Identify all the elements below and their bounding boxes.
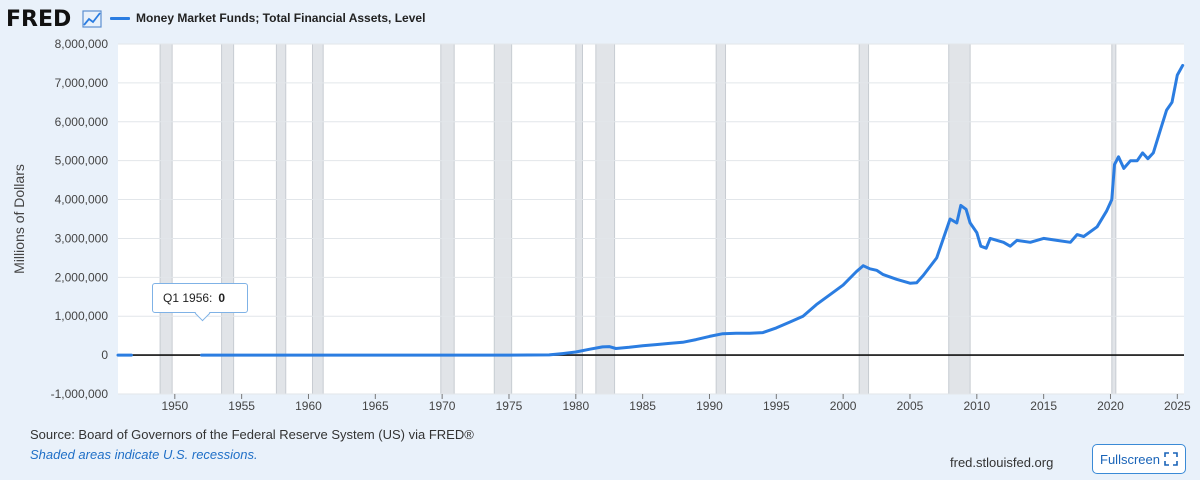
legend-series-label[interactable]: Money Market Funds; Total Financial Asse…	[136, 11, 426, 25]
chart-trend-icon	[82, 10, 102, 28]
x-tick-label: 1995	[763, 399, 790, 413]
plot-background	[118, 44, 1184, 394]
y-axis-ticks: -1,000,000 0 1,000,000 2,000,000 3,000,000 4,…	[51, 37, 109, 401]
x-tick-label: 1970	[429, 399, 456, 413]
x-tick-label: 1990	[696, 399, 723, 413]
source-text: Source: Board of Governors of the Federa…	[30, 427, 474, 442]
x-tick-label: 2020	[1097, 399, 1124, 413]
x-axis-ticks: 1950 1955 1960 1965 1970 1975 1980 1985 1990 1995…	[161, 394, 1191, 413]
tooltip-date: Q1 1956:	[163, 291, 213, 305]
y-tick-label: 3,000,000	[55, 231, 109, 245]
x-tick-label: 2010	[963, 399, 990, 413]
x-tick-label: 1985	[629, 399, 656, 413]
y-tick-label: 0	[101, 348, 108, 362]
recession-band	[440, 43, 455, 395]
recession-note: Shaded areas indicate U.S. recessions.	[30, 447, 258, 462]
line-chart[interactable]: -1,000,000 0 1,000,000 2,000,000 3,000,000 4,…	[0, 0, 1200, 420]
fullscreen-button[interactable]: Fullscreen	[1092, 444, 1186, 474]
recession-shading	[159, 43, 1117, 395]
x-tick-label: 1980	[562, 399, 589, 413]
x-tick-label: 1960	[295, 399, 322, 413]
recession-band	[221, 43, 235, 395]
recession-band	[715, 43, 727, 395]
tooltip-value: 0	[218, 291, 226, 305]
x-tick-label: 1965	[362, 399, 389, 413]
data-tooltip: Q1 1956: 0	[152, 283, 248, 322]
recession-band	[159, 43, 173, 395]
fred-logo[interactable]: FRED	[6, 7, 72, 32]
legend-swatch	[110, 16, 130, 20]
series-lines[interactable]	[116, 63, 1185, 357]
x-tick-label: 1955	[228, 399, 255, 413]
gridlines	[118, 43, 1184, 395]
y-tick-label: 8,000,000	[55, 37, 109, 51]
y-tick-label: 5,000,000	[55, 154, 109, 168]
x-tick-label: 1975	[496, 399, 523, 413]
recession-band	[575, 43, 583, 395]
recession-band	[1111, 43, 1117, 395]
series-legend: Money Market Funds; Total Financial Asse…	[110, 11, 425, 25]
y-tick-label: 7,000,000	[55, 76, 109, 90]
x-tick-label: 2005	[897, 399, 924, 413]
y-tick-label: 6,000,000	[55, 115, 109, 129]
x-tick-label: 1950	[161, 399, 188, 413]
y-axis-label: Millions of Dollars	[11, 164, 27, 274]
recession-band	[275, 43, 287, 395]
fullscreen-label: Fullscreen	[1100, 451, 1160, 467]
y-tick-label: -1,000,000	[51, 387, 109, 401]
chart-header: FRED Money Market Funds; Total Financial…	[0, 0, 1200, 40]
recession-band	[595, 43, 616, 395]
x-tick-label: 2015	[1030, 399, 1057, 413]
recession-band	[311, 43, 324, 395]
y-tick-label: 2,000,000	[55, 270, 109, 284]
x-tick-label: 2000	[830, 399, 857, 413]
expand-icon	[1164, 452, 1178, 466]
x-tick-label: 2025	[1164, 399, 1191, 413]
y-tick-label: 4,000,000	[55, 193, 109, 207]
site-link[interactable]: fred.stlouisfed.org	[950, 455, 1054, 470]
y-tick-label: 1,000,000	[55, 309, 109, 323]
series-line[interactable]	[200, 63, 1185, 357]
recession-band	[858, 43, 870, 395]
recession-band	[493, 43, 513, 395]
